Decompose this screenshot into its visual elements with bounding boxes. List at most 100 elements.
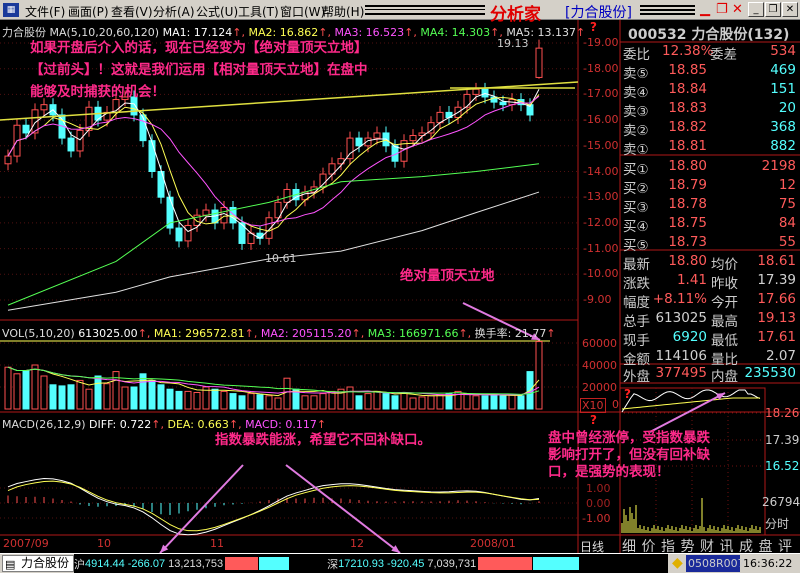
candle-body (535, 47, 543, 78)
minute-chart (619, 387, 766, 536)
sell-level-row[interactable]: 卖⑤ 18.85 469 (622, 61, 798, 82)
ma5-value: MA5: 13.137 (506, 26, 577, 39)
stock-button-label: 力合股份 (21, 556, 70, 570)
volume-bar (211, 388, 219, 410)
stock-button[interactable]: ▤ 力合股份 (2, 555, 75, 572)
menu-window[interactable]: 窗口(W) (280, 5, 326, 19)
sell-level-row[interactable]: 卖③ 18.83 20 (622, 99, 798, 120)
menu-help[interactable]: 帮助(H) (322, 5, 365, 19)
stat-label: 涨跌 (623, 276, 650, 292)
volume-bar (283, 377, 291, 410)
title-stripes-right (640, 5, 695, 15)
volume-bar (427, 395, 435, 410)
period-label[interactable]: 日线 (580, 540, 605, 554)
chart-canvas[interactable] (0, 20, 800, 553)
menu-formula[interactable]: 公式(U) (196, 5, 239, 19)
bottom-tab[interactable]: 评 (778, 539, 792, 555)
weibi-row: 委比 12.38% 委差 534 (622, 42, 798, 63)
volume-bar (382, 393, 390, 410)
sell-level-label: 卖③ (623, 104, 649, 120)
clock: 16:36:22 (743, 557, 793, 570)
mdi-close-icon[interactable]: ✕ (732, 2, 743, 17)
sell-level-label: 卖① (623, 142, 649, 158)
sell-level-volume: 151 (770, 81, 796, 97)
volume-bar (328, 390, 336, 410)
quote-title: 000532 力合股份(132) (628, 27, 790, 43)
volume-bar (103, 383, 111, 410)
volume-bar (49, 384, 57, 410)
buy-level-row[interactable]: 买④ 18.75 84 (622, 214, 798, 235)
buy-level-price: 18.75 (668, 215, 707, 231)
arrowhead-icon (716, 393, 725, 400)
stat-value: 18.61 (757, 253, 796, 269)
bottom-tab[interactable]: 盘 (758, 539, 773, 555)
minute-label[interactable]: 分时 (765, 517, 790, 531)
ma3-line (7, 95, 540, 227)
volume-bar (400, 392, 408, 410)
macd-help-icon[interactable]: ? (590, 413, 597, 427)
bottom-tab[interactable]: 指 (661, 539, 675, 555)
bottom-tab[interactable]: 财 (700, 539, 714, 555)
mdi-minimize-icon[interactable]: ▁ (700, 2, 710, 17)
bottom-tab[interactable]: 势 (680, 539, 695, 555)
volume-bar (31, 364, 39, 410)
menu-analysis[interactable]: 分析(A) (153, 5, 195, 19)
arrow-line (159, 464, 244, 553)
menu-bar: ▦ 文件(F) 画面(P) 查看(V) 分析(A) 公式(U) 工具(T) 窗口… (0, 0, 800, 25)
candle-body (148, 140, 156, 173)
alert-icon[interactable]: ◆ (672, 555, 683, 571)
mdi-restore-icon[interactable]: ❐ (716, 2, 728, 17)
bottom-tab[interactable]: 讯 (719, 539, 734, 555)
ma4-value: MA4: 14.303 (420, 26, 491, 39)
buy-level-price: 18.80 (668, 158, 707, 174)
menu-file[interactable]: 文件(F) (25, 5, 66, 19)
minute-help-icon[interactable]: ? (624, 387, 631, 401)
outer-inner-row: 外盘 377495 内盘 235530 (622, 364, 798, 385)
buy-level-row[interactable]: 买③ 18.78 75 (622, 195, 798, 216)
vol-value: 613025.00 (78, 327, 138, 340)
restore-button[interactable]: ❐ (765, 2, 781, 17)
volume-bar (337, 388, 345, 410)
sell-level-volume: 20 (778, 100, 796, 116)
sell-level-row[interactable]: 卖④ 18.84 151 (622, 80, 798, 101)
macd-tick: -1.00 (582, 512, 611, 525)
menu-view-screen[interactable]: 画面(P) (68, 5, 109, 19)
ma3-value: MA3: 16.523 (334, 26, 405, 39)
sh-down-bar (259, 557, 290, 570)
annotation-text: 【过前头】！这就是我们运用【相对量顶天立地】在盘中 (30, 62, 368, 78)
price-tick: -10.00 (583, 267, 619, 281)
inner-label: 内盘 (711, 369, 738, 385)
weibi-label: 委比 (623, 47, 650, 63)
volume-bar (112, 371, 120, 410)
stat-label: 最新 (623, 257, 650, 273)
turnover-rate: 换手率: 21.77 (474, 327, 547, 340)
candle-body (463, 93, 471, 108)
buy-level-price: 18.78 (668, 196, 707, 212)
volume-bar (22, 370, 30, 410)
stat-value: 18.80 (668, 253, 707, 269)
bottom-tab[interactable]: 细 (622, 539, 636, 555)
buy-level-row[interactable]: 买⑤ 18.73 55 (622, 233, 798, 254)
sell-level-row[interactable]: 卖② 18.82 368 (622, 118, 798, 139)
price-pane-header: 力合股份 MA(5,10,20,60,120) MA1: 17.124↑, MA… (2, 26, 586, 39)
menu-tools[interactable]: 工具(T) (238, 5, 279, 19)
app-icon[interactable]: ▦ (3, 3, 19, 17)
minute-price-line (621, 389, 761, 413)
sell-level-row[interactable]: 卖① 18.81 882 (622, 137, 798, 158)
minimize-button[interactable]: _ (748, 2, 764, 17)
volume-bar (517, 395, 525, 410)
annotation-text: 指数暴跌能涨，希望它不回补缺口。 (215, 432, 431, 448)
bottom-tab[interactable]: 成 (739, 539, 753, 555)
help-question-icon[interactable]: ? (590, 20, 597, 34)
price-tick: -9.00 (583, 293, 612, 306)
candle-body (220, 206, 228, 224)
sz-volume: 7,039,731 (427, 557, 477, 570)
menu-view[interactable]: 查看(V) (111, 5, 153, 19)
bottom-tab[interactable]: 价 (641, 539, 656, 555)
candle-body (346, 137, 354, 160)
buy-level-row[interactable]: 买② 18.79 12 (622, 176, 798, 197)
close-button[interactable]: ✕ (782, 2, 798, 17)
vol-tick: 60000 (582, 337, 617, 350)
arrow-line (649, 392, 726, 433)
buy-level-row[interactable]: 买① 18.80 2198 (622, 157, 798, 178)
